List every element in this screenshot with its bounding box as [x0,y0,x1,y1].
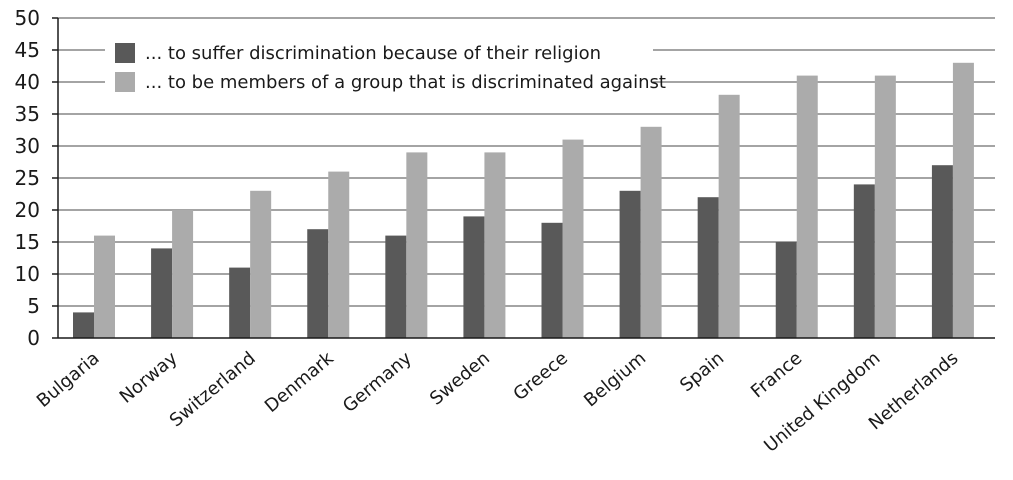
bar-series-2-belgium [640,126,662,338]
bar-series-1-denmark [307,229,329,338]
legend-label: ... to suffer discrimination because of … [145,43,601,64]
x-tick-label: Norway [116,348,182,408]
bar-series-1-germany [385,235,407,338]
y-tick-label: 10 [15,262,40,286]
bar-series-2-netherlands [952,62,974,339]
y-tick-label: 0 [27,326,40,350]
bar-series-2-switzerland [250,190,272,338]
bar-series-1-france [775,242,797,338]
bar-series-1-switzerland [229,267,251,338]
bar-series-2-germany [406,152,428,338]
y-tick-label: 25 [15,166,40,190]
bar-series-2-united-kingdom [874,75,896,338]
bar-series-1-netherlands [931,165,953,338]
bar-series-1-spain [697,197,719,338]
legend-swatch [115,43,135,63]
y-tick-label: 30 [15,134,40,158]
bar-series-1-sweden [463,216,485,338]
x-tick-label: Denmark [261,347,338,417]
bar-series-2-france [796,75,818,338]
bar-series-2-sweden [484,152,506,338]
legend-background [105,38,653,96]
x-tick-label: Spain [676,348,728,396]
y-tick-label: 40 [15,70,40,94]
legend-swatch [115,72,135,92]
bars [73,62,974,339]
bar-series-1-bulgaria [73,312,94,338]
x-tick-label: Bulgaria [33,348,104,412]
y-tick-label: 15 [15,230,40,254]
x-tick-label: Germany [339,348,416,417]
x-tick-label: Sweden [426,348,494,410]
y-tick-label: 35 [15,102,40,126]
bar-series-2-bulgaria [94,235,115,338]
bar-series-2-spain [718,94,740,338]
bar-series-1-norway [151,248,173,338]
legend: ... to suffer discrimination because of … [105,38,666,96]
x-tick-label: Belgium [580,348,650,412]
y-tick-label: 45 [15,38,40,62]
y-tick-label: 20 [15,198,40,222]
y-tick-label: 50 [15,6,40,30]
bar-series-2-denmark [328,171,350,338]
y-axis-ticks: 0 5 10 15 20 25 30 35 40 45 50 [15,6,40,350]
x-tick-label: Switzerland [166,348,260,432]
y-tick-label: 5 [27,294,40,318]
bar-series-2-norway [172,210,194,338]
x-tick-label: France [747,348,806,403]
x-tick-label: Greece [509,348,572,405]
legend-label: ... to be members of a group that is dis… [145,72,666,93]
bar-series-1-greece [541,222,563,338]
bar-series-2-greece [562,139,584,338]
bar-series-1-united-kingdom [853,184,875,338]
axes [52,17,995,339]
bar-series-1-belgium [619,190,641,338]
